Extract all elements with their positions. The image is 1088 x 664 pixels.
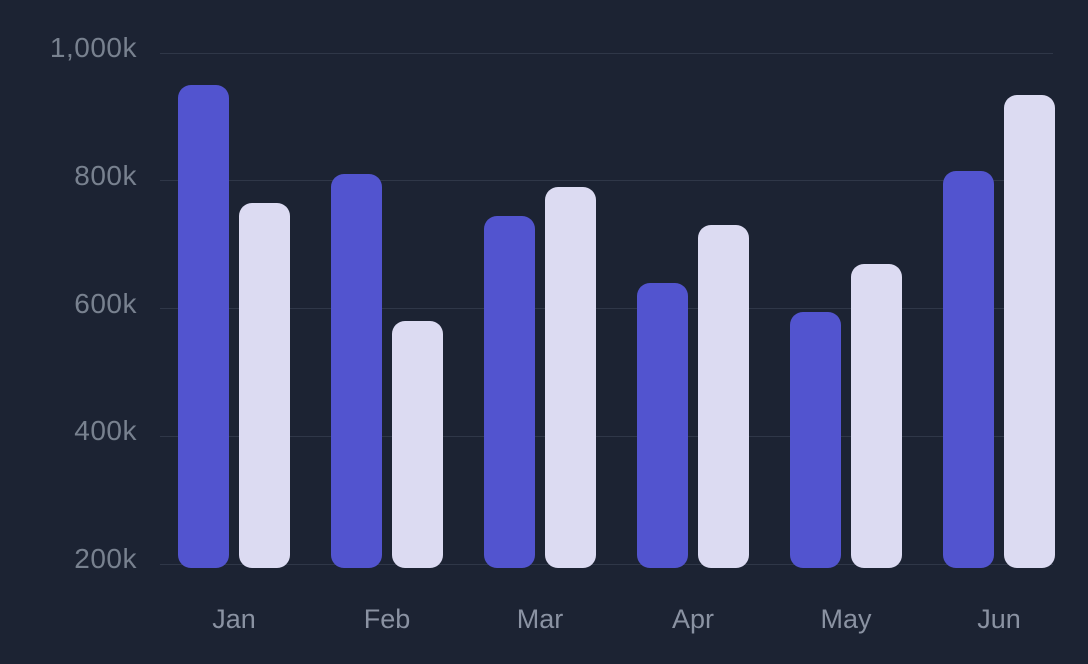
- bar-mar-series-1: [484, 215, 535, 568]
- x-axis-tick-label: Apr: [671, 604, 715, 634]
- y-axis-tick-label: 200k: [74, 543, 137, 574]
- y-axis-tick-label: 800k: [74, 159, 137, 191]
- bar-apr-series-1: [637, 282, 688, 568]
- gridline: [160, 180, 1053, 182]
- bar-feb-series-2: [392, 321, 443, 568]
- x-axis-tick-label: Jan: [212, 604, 256, 634]
- gridline: [160, 52, 1053, 54]
- y-axis-tick-label: 1,000k: [49, 32, 137, 63]
- bar-jan-series-1: [178, 84, 229, 568]
- bar-jan-series-2: [239, 203, 290, 568]
- y-axis-tick-label: 600k: [74, 287, 137, 319]
- bar-jun-series-2: [1004, 94, 1055, 568]
- gridline: [160, 563, 1053, 565]
- bar-feb-series-1: [331, 174, 382, 568]
- x-axis-tick-label: Mar: [516, 604, 564, 634]
- bar-may-series-2: [851, 263, 902, 568]
- bar-mar-series-2: [545, 187, 596, 568]
- bar-apr-series-2: [698, 225, 749, 568]
- bar-may-series-1: [790, 311, 841, 568]
- x-axis-tick-label: May: [820, 604, 872, 634]
- y-axis-tick-label: 400k: [74, 415, 137, 447]
- gridline: [160, 435, 1053, 437]
- bar-jun-series-1: [943, 171, 994, 568]
- x-axis-tick-label: Feb: [363, 604, 411, 634]
- x-axis-tick-label: Jun: [977, 604, 1021, 634]
- gridline: [160, 308, 1053, 309]
